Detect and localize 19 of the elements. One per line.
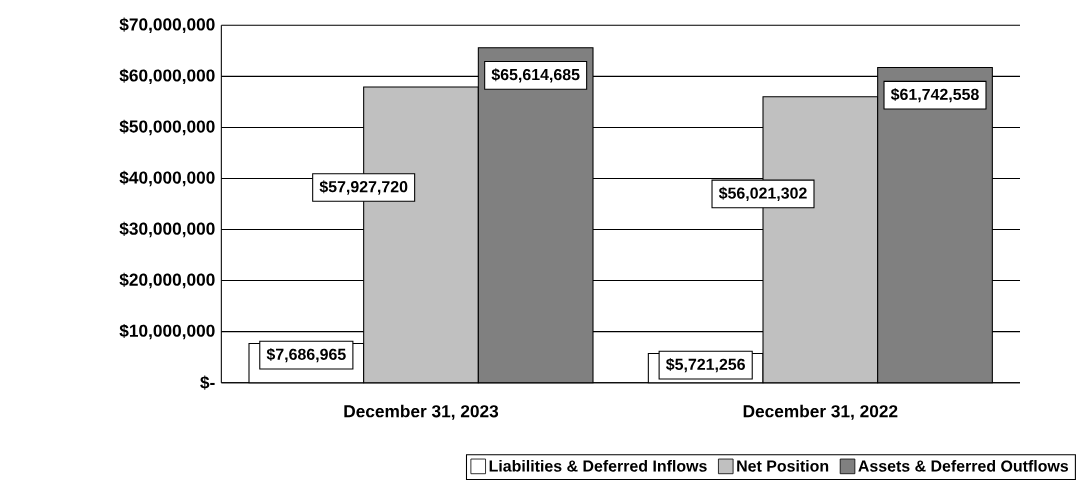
y-tick-label: $- [200,375,215,390]
y-tick-label: $20,000,000 [119,272,215,289]
data-label: $61,742,558 [890,88,979,103]
x-tick-label: December 31, 2022 [743,404,898,420]
data-label: $65,614,685 [491,68,580,83]
legend-label: Assets & Deferred Outflows [858,459,1069,472]
y-tick-label: $40,000,000 [119,170,215,187]
y-tick-label: $60,000,000 [119,68,215,85]
data-label: $7,686,965 [266,347,346,363]
y-tick-label: $30,000,000 [119,221,215,238]
data-label: $56,021,302 [718,186,807,202]
legend-label: Net Position [737,459,829,472]
y-tick-label: $50,000,000 [119,119,215,136]
y-tick-label: $70,000,000 [119,17,215,34]
data-label: $57,927,720 [319,180,408,195]
x-tick-label: December 31, 2023 [344,404,499,420]
data-label: $5,721,256 [665,357,745,373]
legend-label: Liabilities & Deferred Inflows [489,459,707,472]
y-tick-label: $10,000,000 [119,323,215,340]
